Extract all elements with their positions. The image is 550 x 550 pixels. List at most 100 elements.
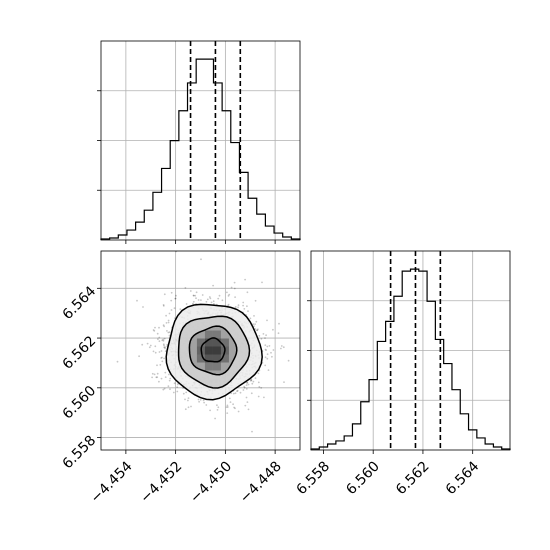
sample-point [169,377,172,380]
sample-point [270,351,272,354]
hist1-bar-3 [127,230,136,240]
sample-point [245,388,248,390]
hist1-bar-4 [136,222,145,240]
sample-point [146,342,149,345]
sample-point [156,364,158,367]
sample-point [251,430,253,433]
sample-point [234,407,236,410]
sample-point [243,386,246,389]
sample-point [197,398,200,401]
sample-point [185,391,188,394]
sample-point [216,409,219,411]
sample-point [226,406,229,408]
sample-point [264,337,266,339]
sample-point [164,346,167,348]
sample-point [218,294,221,297]
sample-point [192,294,195,297]
sample-point [232,403,235,406]
hist1-bar-15 [231,143,240,240]
sample-point [165,314,168,317]
sample-point [154,326,156,329]
sample-point [192,302,194,305]
sample-point [282,346,285,349]
sample-point [158,351,161,353]
hist2-xtick-label-0: 6.558 [294,458,334,498]
hist2-bar-8 [377,341,385,450]
sample-point [254,377,257,379]
sample-point [148,346,151,349]
hist2-xtick-label-1: 6.560 [343,458,383,498]
joint-ytick-label-1: 6.560 [60,383,100,423]
sample-point [165,322,168,324]
sample-point [142,306,144,308]
sample-point [176,390,179,393]
sample-point [277,332,280,335]
sample-point [189,290,192,292]
sample-point [265,349,267,351]
sample-point [153,330,156,332]
sample-point [213,303,215,305]
density-cell [220,338,229,347]
sample-point [138,355,141,358]
sample-point [226,291,228,294]
sample-point [246,381,248,384]
sample-point [221,299,224,302]
sample-point [162,305,165,307]
hist2-bar-20 [477,438,485,450]
sample-point [247,408,250,411]
sample-point [167,319,170,322]
sample-point [152,350,155,353]
hist2-bar-16 [444,364,452,450]
hist2-bar-5 [352,424,360,450]
contour-line-2 [188,325,238,376]
hist2-bar-21 [485,444,493,450]
sample-point [250,379,253,382]
sample-point [264,356,267,359]
sample-point [164,376,167,378]
joint-ytick-label-3: 6.564 [60,283,100,323]
sample-point [258,386,261,388]
sample-point [167,321,170,324]
sample-point [266,319,268,322]
sample-point [226,404,229,407]
sample-point [262,333,265,335]
sample-point [167,331,170,334]
sample-point [161,360,164,363]
sample-point [217,297,220,300]
sample-point [236,390,238,393]
sample-point [166,330,168,332]
sample-point [250,378,253,381]
hist1-bar-17 [248,198,257,240]
sample-point [203,401,206,404]
hist1-bar-7 [162,168,171,240]
sample-point [236,389,239,392]
sample-point [192,294,195,297]
sample-point [153,373,156,376]
sample-point [254,323,256,325]
sample-point [162,343,165,346]
sample-point [149,344,152,347]
sample-point [206,298,209,301]
sample-point [272,328,274,331]
sample-point [163,337,166,340]
density-cell [212,354,221,363]
sample-point [190,405,192,408]
sample-point [256,329,258,331]
sample-point [237,304,240,306]
sample-point [168,334,171,337]
sample-point [266,345,269,348]
sample-point [151,372,154,375]
sample-point [287,359,290,362]
sample-point [174,297,177,300]
sample-point [158,380,160,383]
density-cell [196,354,205,363]
joint-xtick-label-0: −4.454 [88,458,136,506]
sample-point [168,379,171,382]
sample-point [164,371,167,374]
sample-point [163,346,166,349]
hist2-step-line [310,268,511,450]
sample-point [187,397,190,399]
sample-point [195,291,198,294]
contour-line-0 [165,303,263,401]
histogram-panel-param-2: 6.558 6.560 6.562 6.564 [294,250,511,498]
